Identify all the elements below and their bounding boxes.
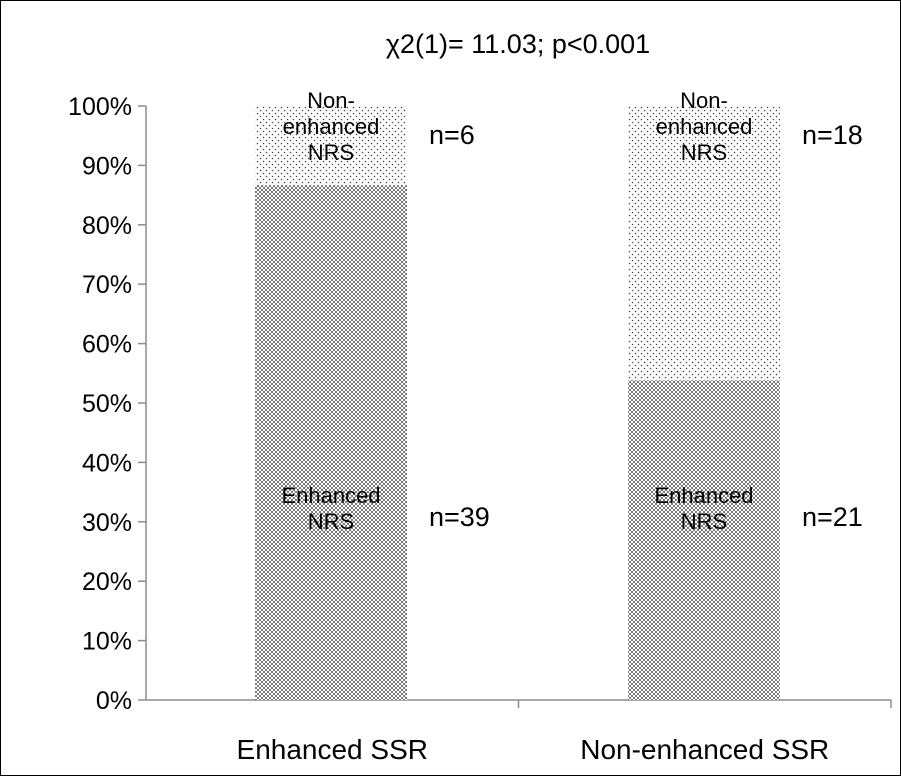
x-category-label: Non-enhanced SSR — [580, 734, 829, 765]
bar-segment-label: Enhanced — [654, 483, 753, 508]
x-category-label: Enhanced SSR — [237, 734, 428, 765]
count-label: n=6 — [429, 120, 475, 150]
y-tick-label: 10% — [82, 628, 132, 656]
plot-area: 0% 10% 20% 30% 40% 50% 60% 70% 80% 90% 100% Enhance… — [68, 88, 892, 765]
y-tick-label: 70% — [82, 271, 132, 299]
bar-segment-label: NRS — [308, 140, 354, 165]
bar-segment-enhanced — [255, 185, 407, 700]
y-tick-label: 20% — [82, 568, 132, 596]
count-label: n=18 — [802, 120, 863, 150]
bar-segment-label: enhanced — [656, 114, 753, 139]
bar-segment-label: enhanced — [283, 114, 380, 139]
bar-segment-nonenhanced — [628, 106, 780, 381]
bar-segment-label: NRS — [308, 509, 354, 534]
y-tick-label: 90% — [82, 152, 132, 180]
y-tick-label: 30% — [82, 509, 132, 537]
bar-segment-label: Non- — [680, 88, 728, 113]
bar-segment-enhanced — [628, 380, 780, 700]
y-tick-label: 0% — [96, 687, 132, 715]
count-label: n=21 — [802, 502, 863, 532]
y-tick-label: 100% — [68, 93, 132, 121]
bar-segment-label: NRS — [681, 509, 727, 534]
bar-segment-nonenhanced — [255, 106, 407, 186]
y-tick-label: 80% — [82, 212, 132, 240]
y-tick-label: 50% — [82, 390, 132, 418]
bar-segment-label: Enhanced — [281, 483, 380, 508]
bar-segment-label: Non- — [307, 88, 355, 113]
y-tick-label: 60% — [82, 331, 132, 359]
count-label: n=39 — [429, 502, 490, 532]
bar-segment-label: NRS — [681, 140, 727, 165]
chart-title: χ2(1)= 11.03; p<0.001 — [386, 29, 650, 59]
y-tick-label: 40% — [82, 449, 132, 477]
